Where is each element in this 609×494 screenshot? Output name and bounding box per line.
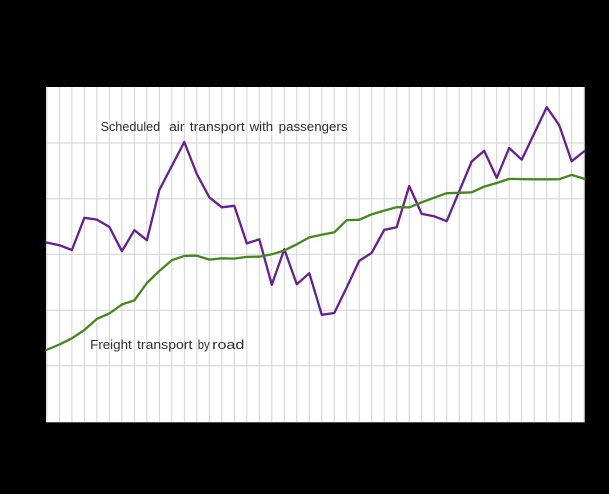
svg-text:air: air	[169, 120, 184, 134]
svg-text:passengers: passengers	[279, 120, 348, 134]
svg-text:transport: transport	[137, 338, 193, 352]
svg-text:transport: transport	[190, 120, 246, 134]
svg-text:road: road	[212, 338, 244, 352]
svg-text:Freight: Freight	[90, 338, 132, 352]
svg-text:by: by	[198, 338, 211, 352]
svg-text:with: with	[249, 120, 274, 134]
svg-text:Scheduled: Scheduled	[101, 120, 161, 134]
